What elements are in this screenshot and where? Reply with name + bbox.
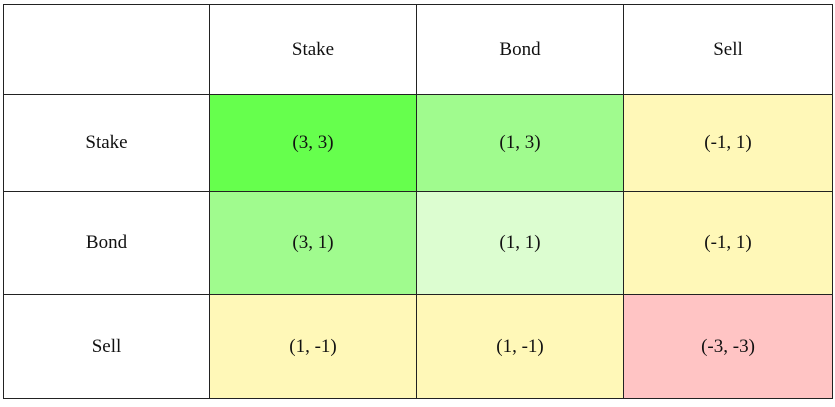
- row-label: Stake: [3, 94, 210, 192]
- payoff-cell: (-1, 1): [623, 94, 833, 192]
- header-cell: Bond: [416, 4, 624, 95]
- header-cell: Stake: [209, 4, 417, 95]
- header-cell: Sell: [623, 4, 833, 95]
- row-label: Sell: [3, 294, 210, 399]
- payoff-cell: (-3, -3): [623, 294, 833, 399]
- payoff-cell: (3, 1): [209, 191, 417, 295]
- row: Sell (1, -1) (1, -1) (-3, -3): [3, 294, 833, 399]
- row: Stake (3, 3) (1, 3) (-1, 1): [3, 94, 833, 192]
- payoff-table: Stake Bond Sell Stake (3, 3) (1, 3) (-1,…: [3, 4, 833, 399]
- payoff-cell: (1, 1): [416, 191, 624, 295]
- corner-cell: [3, 4, 210, 95]
- row: Bond (3, 1) (1, 1) (-1, 1): [3, 191, 833, 295]
- payoff-cell: (1, 3): [416, 94, 624, 192]
- payoff-cell: (1, -1): [416, 294, 624, 399]
- header-row: Stake Bond Sell: [3, 4, 833, 95]
- payoff-cell: (3, 3): [209, 94, 417, 192]
- payoff-cell: (-1, 1): [623, 191, 833, 295]
- row-label: Bond: [3, 191, 210, 295]
- payoff-cell: (1, -1): [209, 294, 417, 399]
